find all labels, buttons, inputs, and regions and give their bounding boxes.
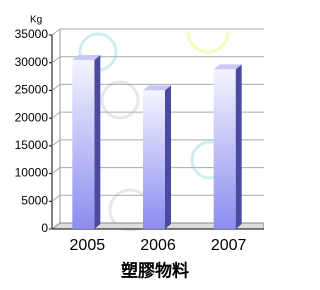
grid-line-side [52,57,60,63]
grid-line-side [52,168,60,174]
bar-side [165,85,171,229]
grid-line-side [52,29,60,35]
y-tick-label: 5000 [21,193,48,207]
y-tick-label: 10000 [15,166,49,180]
grid-line-side [52,112,60,118]
y-tick-label: 30000 [15,55,49,69]
y-tick-label: 35000 [15,27,49,41]
x-tick-label: 2006 [140,237,176,254]
bar-side [236,64,242,229]
bar [214,69,236,229]
y-tick-label: 20000 [15,110,49,124]
grid-line-side [52,195,60,201]
y-tick-label: 0 [41,221,48,235]
x-axis-title: 塑膠物料 [121,260,189,280]
x-tick-label: 2005 [70,237,106,254]
bar-side [94,55,100,229]
bar [72,60,94,229]
y-tick-label: 15000 [15,138,49,152]
bar [143,90,165,229]
y-unit: Kg [30,15,42,26]
grid-line-side [52,84,60,90]
x-tick-label: 2007 [211,237,247,254]
chart: Kg 塑膠物料 0 5000 10000 15000 20000 25000 30000 35… [0,0,264,290]
y-tick-label: 25000 [15,83,49,97]
grid-line-side [52,140,60,146]
